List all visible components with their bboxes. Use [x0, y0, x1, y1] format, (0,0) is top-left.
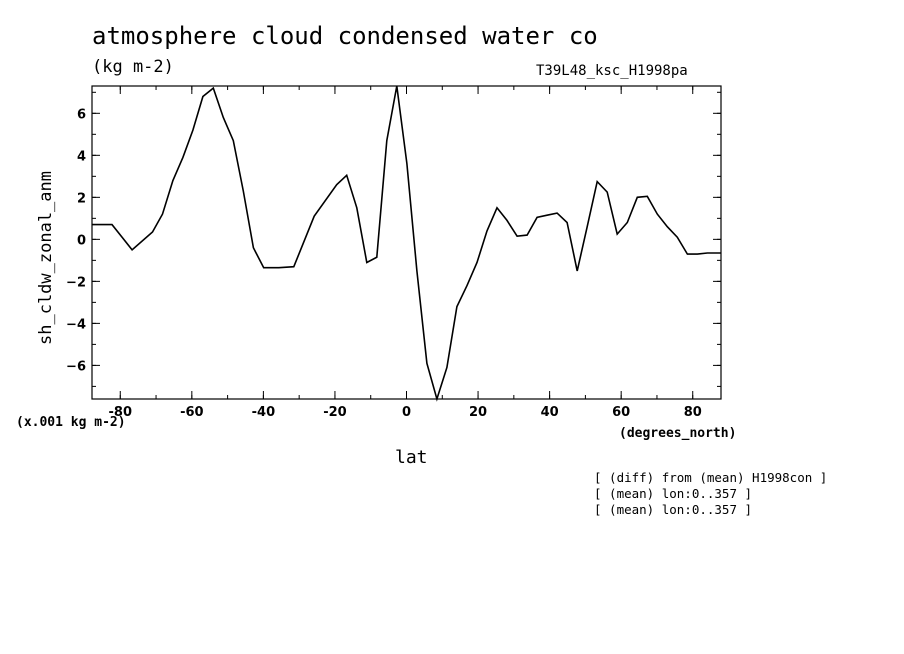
footnote-mean-lon: [ (mean) lon:0..357 ]	[594, 486, 753, 501]
y-tick-label: −4	[66, 317, 86, 332]
plot-frame	[91, 85, 722, 400]
y-tick-label: 4	[77, 149, 86, 164]
run-id: T39L48_ksc_H1998pa	[536, 63, 688, 79]
y-tick-label: −2	[66, 275, 86, 290]
y-tick-label: 0	[77, 233, 86, 248]
y-axis-label: sh_cldw_zonal_anm	[36, 171, 56, 345]
chart-title: atmosphere cloud condensed water co	[92, 22, 598, 50]
y-tick-label: 6	[77, 107, 86, 122]
scale-note: (x.001 kg m-2)	[16, 415, 126, 430]
y-tick-label: 2	[77, 191, 86, 206]
y-tick-label: −6	[66, 359, 86, 374]
x-axis-units: (degrees_north)	[619, 426, 737, 441]
x-tick-label: -80	[109, 405, 133, 420]
x-tick-label: 20	[469, 405, 487, 420]
x-tick-label: -40	[252, 405, 276, 420]
series-line	[92, 85, 721, 402]
data-series	[92, 85, 721, 402]
x-tick-label: 60	[612, 405, 630, 420]
chart-units: (kg m-2)	[92, 57, 174, 77]
x-tick-label: 0	[402, 405, 411, 420]
x-tick-label: 80	[684, 405, 702, 420]
x-tick-label: 40	[541, 405, 559, 420]
x-axis-label: lat	[395, 447, 428, 468]
x-tick-label: -20	[323, 405, 347, 420]
footnote-mean-lon: [ (mean) lon:0..357 ]	[594, 502, 753, 517]
x-tick-label: -60	[180, 405, 204, 420]
footnote-diff: [ (diff) from (mean) H1998con ]	[594, 470, 828, 485]
